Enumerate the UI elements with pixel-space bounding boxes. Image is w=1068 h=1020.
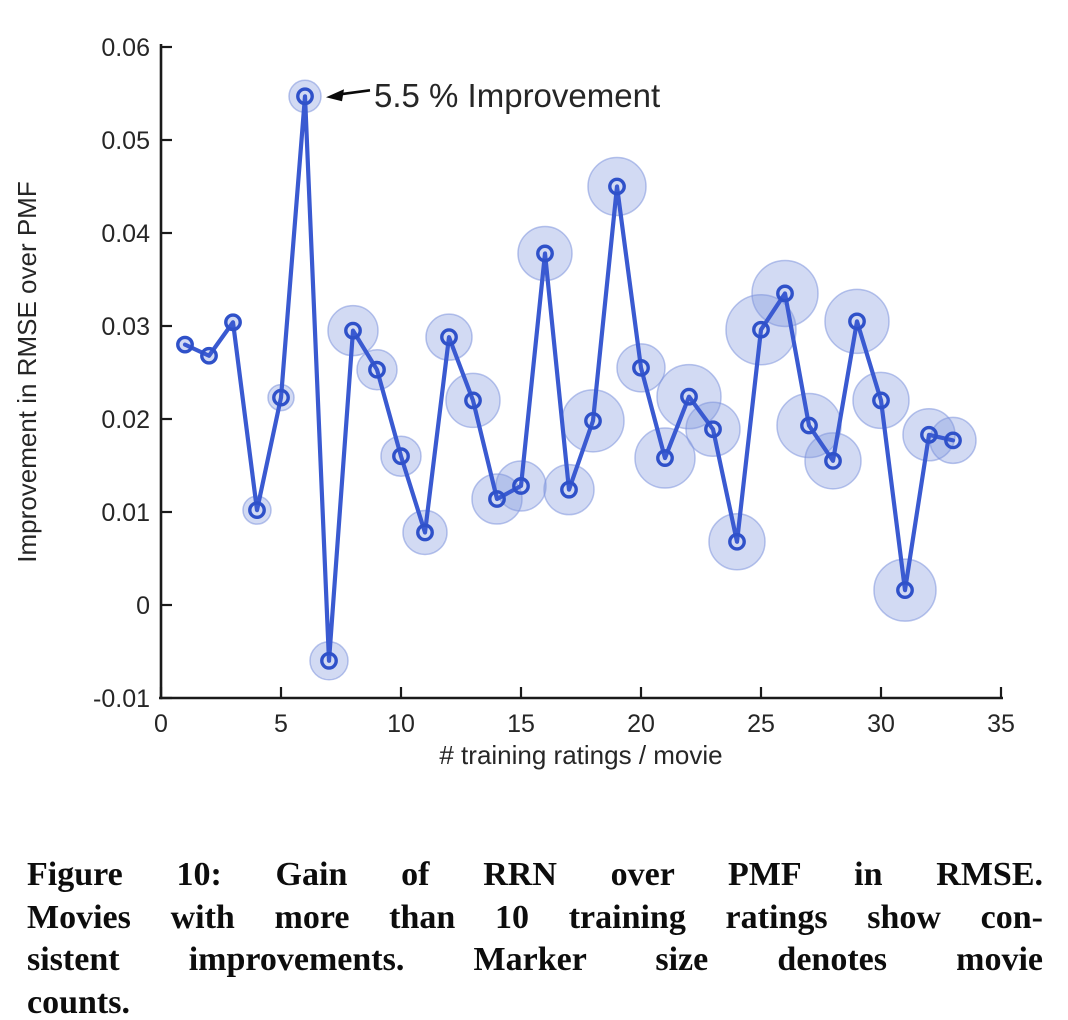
data-point-marker bbox=[920, 425, 938, 444]
data-point-marker bbox=[176, 335, 194, 354]
series-line bbox=[182, 94, 956, 663]
annotation-arrow-head bbox=[326, 89, 344, 102]
axes-layer bbox=[159, 44, 1003, 700]
data-point-marker bbox=[824, 451, 842, 470]
series-line-layer bbox=[182, 94, 956, 663]
data-point-marker bbox=[944, 431, 962, 450]
y-tick-label: 0.02 bbox=[101, 406, 150, 434]
data-point-marker bbox=[896, 581, 914, 600]
data-point-marker bbox=[752, 320, 770, 339]
x-tick-label: 15 bbox=[507, 710, 535, 738]
annotation-text: 5.5 % Improvement bbox=[374, 77, 660, 114]
y-tick-label: 0 bbox=[136, 592, 150, 620]
data-point-marker bbox=[272, 388, 290, 407]
y-tick-label: 0.01 bbox=[101, 499, 150, 527]
data-point-marker bbox=[488, 490, 506, 508]
data-point-marker bbox=[248, 501, 266, 520]
y-tick-label: 0.04 bbox=[101, 220, 150, 248]
data-point-marker bbox=[560, 480, 578, 499]
data-point-marker bbox=[632, 358, 650, 377]
markers-layer bbox=[176, 87, 962, 670]
data-point-marker bbox=[200, 346, 218, 365]
x-axis-label: # training ratings / movie bbox=[439, 740, 722, 770]
caption-line-1: Figure 10: Gain of RRN over PMF in RMSE. bbox=[27, 856, 1043, 893]
y-tick-label: -0.01 bbox=[93, 685, 150, 713]
data-point-marker bbox=[416, 523, 434, 542]
y-tick-label: 0.05 bbox=[101, 127, 150, 155]
caption-line-2: Movies with more than 10 training rating… bbox=[27, 898, 1043, 936]
data-point-marker bbox=[584, 411, 602, 430]
figure-caption: Figure 10: Gain of RRN over PMF in RMSE.… bbox=[27, 854, 1043, 1020]
data-point-marker bbox=[224, 313, 242, 332]
data-point-marker bbox=[608, 177, 626, 196]
rmse-improvement-chart: 0 5 10 15 20 25 30 35-0.0100.010.020.030.040.05… bbox=[12, 34, 1015, 770]
data-point-marker bbox=[320, 651, 338, 670]
caption-line-3: sistent improvements. Marker size denote… bbox=[27, 941, 1043, 978]
annotation-arrow-line bbox=[339, 89, 371, 96]
data-point-marker bbox=[728, 532, 746, 551]
annotation: 5.5 % Improvement bbox=[326, 77, 660, 114]
data-point-marker bbox=[704, 420, 722, 439]
data-point-marker bbox=[800, 416, 818, 435]
data-point-marker bbox=[680, 387, 698, 406]
data-point-marker bbox=[656, 449, 674, 467]
data-point-marker bbox=[512, 477, 530, 495]
data-point-marker bbox=[872, 391, 890, 410]
x-tick-label: 30 bbox=[867, 710, 895, 738]
y-tick-label: 0.03 bbox=[101, 313, 150, 341]
data-point-marker bbox=[848, 312, 866, 331]
x-tick-label: 35 bbox=[987, 710, 1015, 738]
x-tick-label: 25 bbox=[747, 710, 775, 738]
data-point-marker bbox=[776, 284, 794, 303]
caption-line-4: counts. bbox=[27, 983, 130, 1020]
y-tick-label: 0.06 bbox=[101, 34, 150, 62]
x-tick-label: 0 bbox=[154, 710, 168, 738]
data-point-marker bbox=[368, 360, 386, 379]
data-point-marker bbox=[296, 87, 314, 106]
tick-labels-layer: 0 5 10 15 20 25 30 35-0.0100.010.020.030.040.05… bbox=[93, 34, 1015, 738]
x-tick-label: 20 bbox=[627, 710, 655, 738]
data-point-marker bbox=[440, 328, 458, 347]
data-point-marker bbox=[536, 244, 554, 263]
data-point-marker bbox=[464, 391, 482, 410]
bubbles-layer bbox=[176, 79, 977, 681]
x-tick-label: 5 bbox=[274, 710, 288, 738]
data-point-marker bbox=[392, 447, 410, 466]
x-tick-label: 10 bbox=[387, 710, 415, 738]
data-point-marker bbox=[344, 321, 362, 340]
y-axis-label: Improvement in RMSE over PMF bbox=[12, 181, 42, 562]
